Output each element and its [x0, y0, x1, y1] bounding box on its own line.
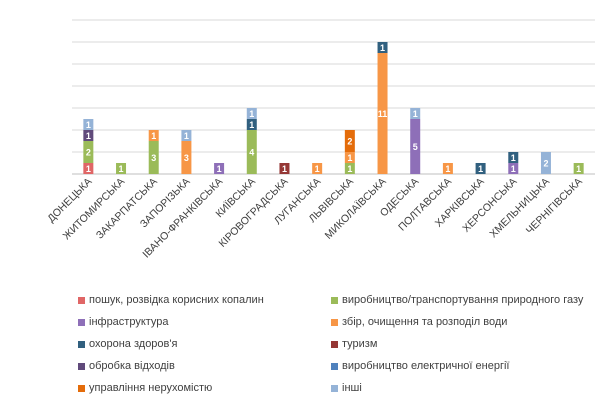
- bar-segment: [214, 163, 225, 174]
- data-label: 1: [347, 164, 352, 174]
- legend-swatch: [331, 362, 338, 370]
- legend-item-infrastructure: інфраструктура: [78, 316, 169, 328]
- data-label: 3: [151, 153, 156, 163]
- bar-segment: [246, 130, 257, 174]
- legend-label: туризм: [342, 338, 378, 350]
- bar-segment: [344, 163, 355, 174]
- legend-swatch: [78, 362, 85, 370]
- data-label: 1: [315, 164, 320, 174]
- legend-item-gas: виробництво/транспортування природного г…: [331, 294, 583, 306]
- legend-item-waste: обробка відходів: [78, 360, 175, 372]
- data-label: 1: [249, 120, 254, 130]
- data-label: 1: [249, 109, 254, 119]
- data-label: 1: [151, 131, 156, 141]
- bar-segment: [279, 163, 290, 174]
- legend-label: виробництво електричної енергії: [342, 360, 510, 372]
- bar-segment: [344, 152, 355, 163]
- legend-label: пошук, розвідка корисних копалин: [89, 294, 264, 306]
- data-label: 1: [511, 153, 516, 163]
- bar-segment: [312, 163, 323, 174]
- bar-segment: [540, 152, 551, 174]
- bar-segment: [410, 108, 421, 119]
- data-label: 1: [347, 153, 352, 163]
- legend-swatch: [331, 318, 338, 326]
- bar-segment: [508, 152, 519, 163]
- data-label: 1: [511, 164, 516, 174]
- legend-item-tourism: туризм: [331, 338, 377, 350]
- data-label: 2: [347, 137, 352, 147]
- bar-segment: [116, 163, 127, 174]
- bar-segment: [442, 163, 453, 174]
- legend-label: інфраструктура: [89, 316, 169, 328]
- legend-swatch: [331, 384, 338, 392]
- bar-segment: [148, 141, 159, 174]
- legend-item-exploration: пошук, розвідка корисних копалин: [78, 294, 264, 306]
- data-label: 1: [413, 109, 418, 119]
- bar-segment: [181, 141, 192, 174]
- data-label: 1: [86, 120, 91, 130]
- data-label: 2: [86, 148, 91, 158]
- bar-segment: [377, 42, 388, 53]
- bar-segment: [83, 163, 94, 174]
- data-label: 1: [445, 164, 450, 174]
- legend-item-water: збір, очищення та розподіл води: [331, 316, 507, 328]
- legend-label: обробка відходів: [89, 360, 175, 372]
- legend-swatch: [78, 318, 85, 326]
- legend-swatch: [78, 384, 85, 392]
- legend-swatch: [78, 340, 85, 348]
- legend-label: інші: [342, 382, 362, 394]
- data-label: 2: [543, 159, 548, 169]
- legend-swatch: [331, 296, 338, 304]
- legend-item-electricity: виробництво електричної енергії: [331, 360, 509, 372]
- bar-segment: [573, 163, 584, 174]
- bar-segment: [83, 119, 94, 130]
- data-label: 1: [576, 164, 581, 174]
- data-label: 11: [378, 109, 388, 119]
- data-label: 1: [184, 131, 189, 141]
- category-label: ХМЕЛЬНИЦЬКА: [487, 176, 552, 241]
- data-label: 1: [478, 164, 483, 174]
- bar-segment: [344, 130, 355, 152]
- data-label: 4: [249, 148, 254, 158]
- legend-label: збір, очищення та розподіл води: [342, 316, 508, 328]
- bar-segment: [148, 130, 159, 141]
- legend-label: виробництво/транспортування природного г…: [342, 294, 584, 306]
- legend-label: управління нерухомістю: [89, 382, 213, 394]
- data-label: 1: [119, 164, 124, 174]
- bar-segment: [410, 119, 421, 174]
- data-label: 1: [282, 164, 287, 174]
- data-label: 1: [86, 131, 91, 141]
- legend-item-realestate: управління нерухомістю: [78, 382, 212, 394]
- legend-label: охорона здоров'я: [89, 338, 178, 350]
- bar-segment: [475, 163, 486, 174]
- bar-segment: [508, 163, 519, 174]
- legend-swatch: [331, 340, 338, 348]
- data-label: 1: [86, 164, 91, 174]
- category-label: ЧЕРНІГІВСЬКА: [524, 176, 585, 237]
- bar-segment: [246, 108, 257, 119]
- data-label: 1: [380, 43, 385, 53]
- bar-segment: [83, 130, 94, 141]
- bar-segment: [377, 53, 388, 174]
- bar-segment: [246, 119, 257, 130]
- bar-segment: [83, 141, 94, 163]
- data-label: 3: [184, 153, 189, 163]
- data-label: 1: [217, 164, 222, 174]
- data-label: 5: [413, 142, 418, 152]
- bar-segment: [181, 130, 192, 141]
- legend-swatch: [78, 296, 85, 304]
- legend-item-other: інші: [331, 382, 362, 394]
- legend-item-health: охорона здоров'я: [78, 338, 177, 350]
